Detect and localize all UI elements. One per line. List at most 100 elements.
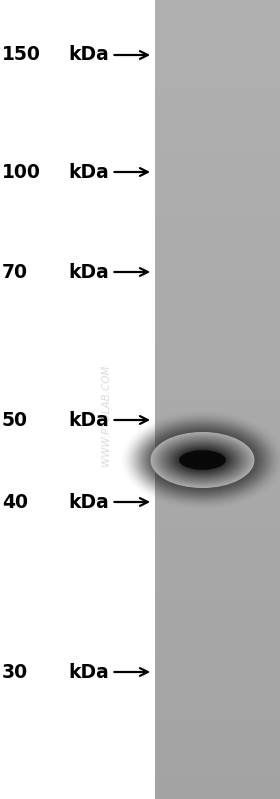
Bar: [155, 133, 280, 136]
Bar: [155, 8, 280, 10]
Bar: [155, 280, 280, 282]
Bar: [155, 525, 280, 527]
Bar: [155, 232, 280, 234]
Ellipse shape: [158, 436, 247, 483]
Bar: [155, 701, 280, 703]
Bar: [155, 463, 280, 466]
Ellipse shape: [163, 439, 242, 480]
Bar: [155, 202, 280, 205]
Bar: [155, 777, 280, 781]
Bar: [155, 93, 280, 96]
Bar: [155, 727, 280, 729]
Ellipse shape: [153, 434, 252, 487]
Bar: [155, 189, 280, 192]
Bar: [155, 669, 280, 671]
Bar: [155, 314, 280, 317]
Bar: [155, 562, 280, 565]
Bar: [155, 469, 280, 471]
Bar: [155, 10, 280, 14]
Bar: [155, 96, 280, 98]
Bar: [155, 200, 280, 202]
Bar: [155, 618, 280, 621]
Bar: [155, 341, 280, 344]
Bar: [155, 597, 280, 599]
Bar: [155, 445, 280, 447]
Ellipse shape: [183, 452, 222, 468]
Bar: [155, 711, 280, 714]
Ellipse shape: [151, 432, 255, 488]
Bar: [155, 714, 280, 717]
Bar: [155, 210, 280, 213]
Bar: [155, 682, 280, 685]
Bar: [155, 370, 280, 373]
Bar: [155, 690, 280, 693]
Bar: [155, 709, 280, 711]
Bar: [155, 650, 280, 653]
Bar: [155, 224, 280, 226]
Ellipse shape: [152, 433, 253, 487]
Bar: [155, 474, 280, 477]
Bar: [155, 685, 280, 687]
Bar: [155, 170, 280, 173]
Bar: [155, 98, 280, 101]
Bar: [155, 24, 280, 26]
Ellipse shape: [178, 449, 227, 471]
Bar: [155, 373, 280, 376]
Ellipse shape: [160, 438, 245, 483]
Bar: [155, 248, 280, 250]
Bar: [155, 298, 280, 301]
Bar: [155, 519, 280, 522]
Bar: [155, 501, 280, 503]
Bar: [155, 6, 280, 8]
Bar: [155, 322, 280, 325]
Bar: [155, 360, 280, 362]
Bar: [155, 264, 280, 266]
Bar: [155, 418, 280, 421]
Bar: [155, 570, 280, 573]
Bar: [155, 120, 280, 122]
Bar: [155, 517, 280, 519]
Bar: [155, 128, 280, 130]
Bar: [155, 765, 280, 767]
Bar: [155, 78, 280, 80]
Bar: [155, 394, 280, 397]
Bar: [155, 293, 280, 296]
Bar: [155, 125, 280, 128]
Bar: [155, 205, 280, 208]
Bar: [155, 288, 280, 290]
Bar: [155, 421, 280, 423]
Bar: [155, 346, 280, 349]
Text: WWW.PTGLAB.COM: WWW.PTGLAB.COM: [101, 365, 111, 466]
Bar: [155, 336, 280, 338]
Bar: [155, 162, 280, 165]
Bar: [155, 495, 280, 498]
Bar: [155, 410, 280, 413]
Bar: [155, 40, 280, 42]
Text: kDa: kDa: [68, 492, 148, 511]
Bar: [155, 769, 280, 773]
Bar: [155, 773, 280, 775]
Bar: [155, 565, 280, 567]
Bar: [155, 46, 280, 48]
Bar: [155, 506, 280, 509]
Bar: [155, 698, 280, 701]
Bar: [155, 82, 280, 85]
Bar: [155, 775, 280, 777]
Ellipse shape: [164, 440, 241, 479]
Bar: [155, 50, 280, 54]
Bar: [155, 397, 280, 400]
Bar: [155, 751, 280, 753]
Bar: [155, 543, 280, 546]
Ellipse shape: [135, 421, 270, 499]
Ellipse shape: [162, 439, 243, 481]
Bar: [155, 514, 280, 517]
Bar: [155, 450, 280, 453]
Text: 70: 70: [2, 263, 28, 281]
Bar: [155, 594, 280, 597]
Bar: [155, 437, 280, 439]
Bar: [155, 30, 280, 32]
Bar: [155, 695, 280, 698]
Bar: [155, 426, 280, 429]
Bar: [155, 687, 280, 690]
Bar: [155, 154, 280, 157]
